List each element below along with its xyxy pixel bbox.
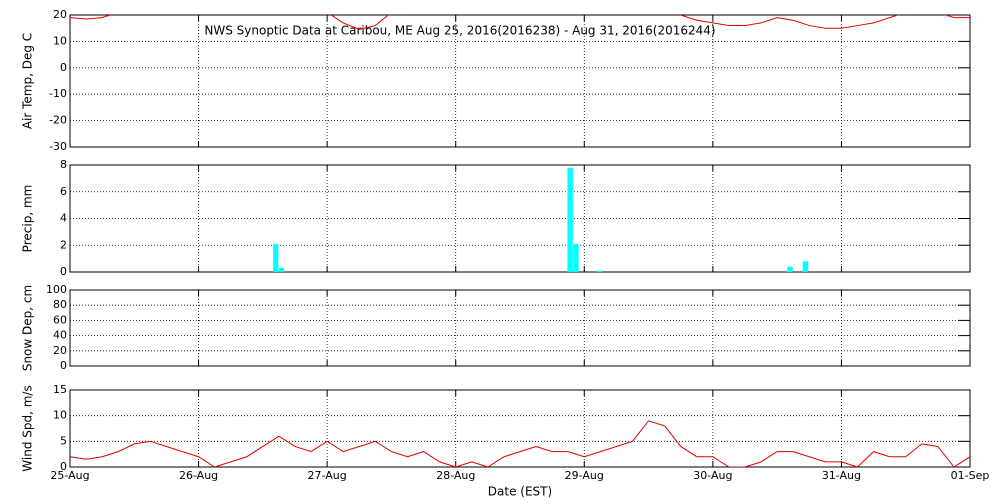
x-tick-label: 25-Aug bbox=[50, 469, 89, 482]
y-tick-label: 6 bbox=[60, 185, 67, 198]
y-axis-label: Air Temp, Deg C bbox=[21, 33, 35, 129]
bar bbox=[573, 243, 579, 272]
y-tick-label: 8 bbox=[60, 158, 67, 171]
y-tick-label: 0 bbox=[60, 359, 67, 372]
plot-frame bbox=[69, 14, 971, 148]
x-tick-label: 29-Aug bbox=[565, 469, 604, 482]
y-tick-label: 20 bbox=[53, 8, 67, 21]
y-tick-label: 15 bbox=[53, 383, 67, 396]
plot-area bbox=[273, 167, 809, 272]
x-tick-label: 01-Sep bbox=[951, 469, 990, 482]
plot-area bbox=[70, 420, 970, 467]
y-tick-label: 2 bbox=[60, 238, 67, 251]
y-tick-label: 80 bbox=[53, 298, 67, 311]
y-tick-label: 5 bbox=[60, 434, 67, 447]
y-tick-label: 4 bbox=[60, 212, 67, 225]
x-axis-label: Date (EST) bbox=[488, 485, 552, 499]
y-tick-label: -30 bbox=[49, 140, 67, 153]
y-tick-label: 100 bbox=[46, 283, 67, 296]
plot-area bbox=[70, 15, 970, 31]
bar bbox=[802, 261, 809, 272]
bar bbox=[567, 167, 573, 272]
bar bbox=[787, 266, 793, 272]
bar bbox=[278, 267, 285, 272]
plot-frame bbox=[69, 289, 971, 367]
chart-title: NWS Synoptic Data at Caribou, ME Aug 25,… bbox=[204, 24, 715, 38]
y-tick-label: -20 bbox=[49, 114, 67, 127]
plot-frame bbox=[69, 389, 971, 468]
x-tick-label: 26-Aug bbox=[179, 469, 218, 482]
y-axis-label: Wind Spd, m/s bbox=[21, 385, 35, 471]
x-tick-label: 31-Aug bbox=[822, 469, 861, 482]
plot-frame bbox=[69, 164, 971, 273]
y-tick-label: 0 bbox=[60, 460, 67, 473]
y-tick-label: 10 bbox=[53, 409, 67, 422]
data-line bbox=[70, 15, 970, 31]
bar bbox=[273, 243, 279, 272]
x-tick-label: 28-Aug bbox=[436, 469, 475, 482]
y-tick-label: 20 bbox=[53, 344, 67, 357]
y-tick-label: 0 bbox=[60, 265, 67, 278]
y-tick-label: 0 bbox=[60, 61, 67, 74]
y-tick-label: 40 bbox=[53, 329, 67, 342]
data-line bbox=[70, 420, 970, 467]
y-axis-label: Snow Dep, cm bbox=[21, 285, 35, 371]
y-tick-label: 10 bbox=[53, 34, 67, 47]
x-tick-label: 27-Aug bbox=[308, 469, 347, 482]
y-tick-label: 60 bbox=[53, 313, 67, 326]
y-tick-label: -10 bbox=[49, 87, 67, 100]
y-axis-label: Precip, mm bbox=[21, 185, 35, 253]
x-tick-label: 30-Aug bbox=[693, 469, 732, 482]
bar bbox=[597, 270, 603, 272]
